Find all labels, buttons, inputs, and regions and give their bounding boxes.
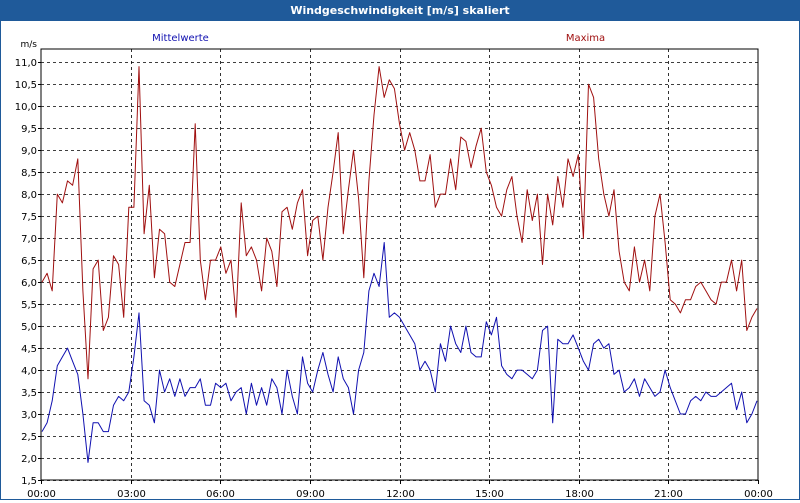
y-tick-label: 1,5 <box>21 476 37 487</box>
x-tick-label-time: 15:00 <box>475 489 504 499</box>
x-tick-label-time: 09:00 <box>296 489 325 499</box>
y-tick-label: 6,5 <box>21 256 37 267</box>
legend-mittelwerte: Mittelwerte <box>152 33 209 44</box>
y-tick-label: 8,5 <box>21 168 37 179</box>
series-line-maxima <box>41 66 758 380</box>
chart-title-text: Windgeschwindigkeit [m/s] skaliert <box>290 3 510 17</box>
y-tick-label: 10,0 <box>15 102 37 113</box>
y-tick-label: 3,0 <box>21 410 37 421</box>
x-tick-label-time: 21:00 <box>654 489 683 499</box>
y-tick-label: 8,0 <box>21 190 37 201</box>
y-tick-label: 7,0 <box>21 234 37 245</box>
y-tick-label: 7,5 <box>21 212 37 223</box>
x-tick-label-time: 00:00 <box>27 489 56 499</box>
y-tick-label: 9,5 <box>21 124 37 135</box>
y-axis-label: m/s <box>21 40 38 50</box>
y-tick-label: 10,5 <box>15 80 37 91</box>
legend-maxima: Maxima <box>566 33 605 44</box>
y-tick-label: 2,0 <box>21 454 37 465</box>
y-tick-label: 5,0 <box>21 322 37 333</box>
y-tick-label: 11,0 <box>15 58 37 69</box>
chart-frame: 1,5 2,0 2,5 3,0 3,5 4,0 4,5 5,0 5,5 6,0 6,5 7,0 7,5 8… <box>0 20 800 500</box>
y-tick-label: 6,0 <box>21 278 37 289</box>
x-tick-label-time: 00:00 <box>744 489 773 499</box>
y-tick-label: 4,5 <box>21 344 37 355</box>
x-tick-label-time: 03:00 <box>117 489 146 499</box>
x-tick-label-time: 06:00 <box>206 489 235 499</box>
wind-speed-chart: 1,5 2,0 2,5 3,0 3,5 4,0 4,5 5,0 5,5 6,0 6,5 7,0 7,5 8… <box>15 33 773 500</box>
x-tick-label-time: 18:00 <box>565 489 594 499</box>
x-tick-label-time: 12:00 <box>386 489 415 499</box>
chart-title: Windgeschwindigkeit [m/s] skaliert <box>0 0 800 20</box>
y-tick-label: 5,5 <box>21 300 37 311</box>
y-tick-label: 3,5 <box>21 388 37 399</box>
y-tick-label: 9,0 <box>21 146 37 157</box>
plot-area <box>40 48 759 481</box>
series-line-mittelwerte <box>41 242 758 463</box>
y-tick-label: 2,5 <box>21 432 37 443</box>
y-tick-label: 4,0 <box>21 366 37 377</box>
